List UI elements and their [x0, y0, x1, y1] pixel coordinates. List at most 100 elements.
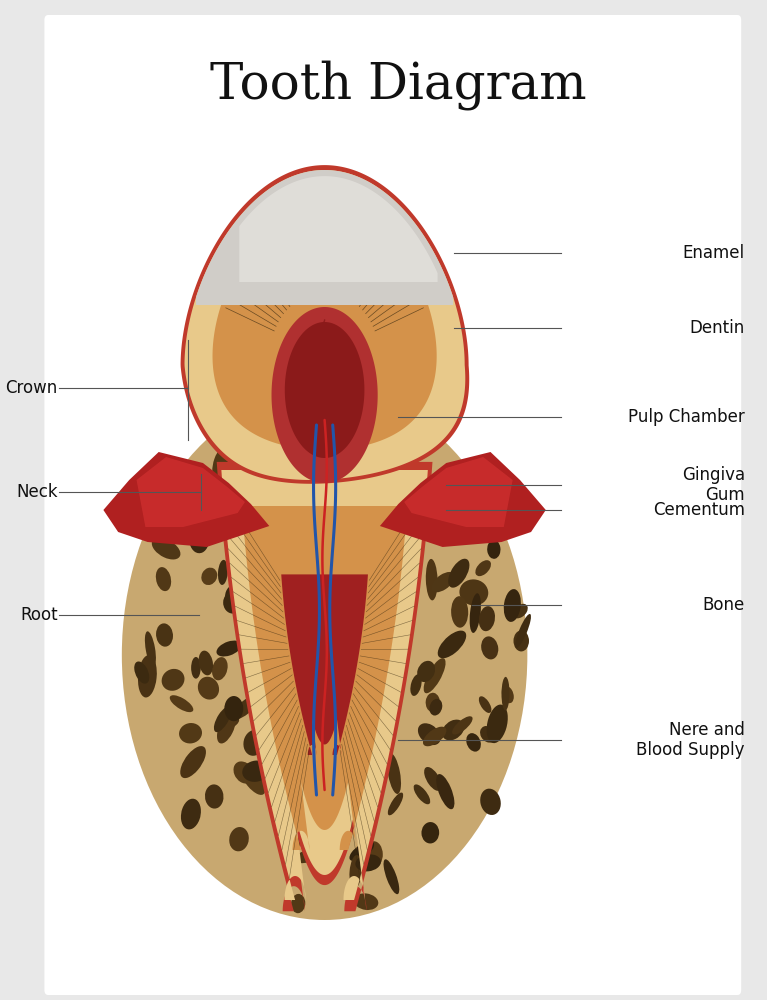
Ellipse shape	[195, 511, 209, 531]
Ellipse shape	[122, 390, 528, 920]
Ellipse shape	[438, 631, 466, 658]
Ellipse shape	[269, 415, 294, 436]
Ellipse shape	[413, 784, 430, 804]
Polygon shape	[242, 506, 407, 850]
Ellipse shape	[384, 859, 400, 894]
Ellipse shape	[339, 820, 353, 848]
Polygon shape	[281, 574, 368, 755]
Ellipse shape	[215, 717, 239, 731]
Ellipse shape	[479, 696, 492, 713]
Ellipse shape	[238, 601, 260, 613]
Ellipse shape	[252, 490, 268, 510]
Ellipse shape	[459, 579, 489, 606]
Ellipse shape	[214, 707, 232, 732]
Polygon shape	[104, 452, 269, 547]
Ellipse shape	[353, 543, 377, 562]
Ellipse shape	[405, 510, 424, 540]
Ellipse shape	[481, 636, 499, 659]
Ellipse shape	[393, 554, 418, 571]
Ellipse shape	[191, 657, 201, 679]
Ellipse shape	[342, 490, 361, 516]
Ellipse shape	[235, 457, 258, 485]
Ellipse shape	[426, 693, 440, 712]
Ellipse shape	[403, 533, 419, 552]
Polygon shape	[272, 307, 377, 483]
Ellipse shape	[308, 394, 329, 417]
Ellipse shape	[370, 421, 388, 443]
Ellipse shape	[476, 560, 491, 576]
Ellipse shape	[387, 574, 409, 591]
Ellipse shape	[502, 686, 514, 703]
Ellipse shape	[209, 492, 240, 518]
Ellipse shape	[295, 848, 325, 863]
Text: Root: Root	[20, 606, 58, 624]
Ellipse shape	[179, 723, 202, 743]
Ellipse shape	[431, 572, 455, 592]
Ellipse shape	[281, 748, 301, 771]
Ellipse shape	[504, 589, 521, 622]
Ellipse shape	[277, 478, 290, 502]
Ellipse shape	[513, 604, 528, 618]
Ellipse shape	[329, 750, 353, 776]
Ellipse shape	[288, 389, 301, 427]
Ellipse shape	[218, 560, 228, 585]
Ellipse shape	[291, 894, 305, 913]
Polygon shape	[222, 470, 428, 900]
Ellipse shape	[199, 651, 213, 675]
Text: Enamel: Enamel	[683, 244, 745, 262]
Ellipse shape	[242, 761, 269, 782]
Polygon shape	[180, 165, 469, 484]
Ellipse shape	[247, 471, 262, 490]
Ellipse shape	[256, 433, 281, 459]
Ellipse shape	[229, 827, 249, 851]
Ellipse shape	[384, 502, 403, 524]
Ellipse shape	[354, 893, 378, 910]
Ellipse shape	[343, 426, 360, 451]
Ellipse shape	[410, 674, 422, 696]
Ellipse shape	[318, 418, 333, 439]
Ellipse shape	[180, 746, 206, 778]
Ellipse shape	[181, 799, 201, 829]
Ellipse shape	[466, 733, 481, 752]
Ellipse shape	[418, 723, 441, 745]
Ellipse shape	[170, 695, 193, 712]
Ellipse shape	[515, 614, 531, 648]
Ellipse shape	[448, 559, 469, 588]
Ellipse shape	[350, 842, 374, 861]
Polygon shape	[212, 206, 436, 450]
Ellipse shape	[202, 568, 217, 585]
Ellipse shape	[365, 761, 380, 779]
Ellipse shape	[212, 657, 228, 680]
Ellipse shape	[266, 500, 281, 519]
Ellipse shape	[321, 776, 343, 797]
Ellipse shape	[426, 559, 438, 600]
Text: Nere and
Blood Supply: Nere and Blood Supply	[637, 721, 745, 759]
Ellipse shape	[457, 465, 474, 504]
Text: Pulp Chamber: Pulp Chamber	[628, 408, 745, 426]
Ellipse shape	[417, 661, 435, 682]
Ellipse shape	[166, 472, 194, 497]
Ellipse shape	[469, 593, 481, 633]
Ellipse shape	[430, 699, 443, 716]
Ellipse shape	[377, 479, 392, 520]
Ellipse shape	[349, 491, 367, 510]
Ellipse shape	[328, 751, 349, 787]
Ellipse shape	[370, 744, 387, 777]
Ellipse shape	[388, 793, 403, 815]
Text: Tooth Diagram: Tooth Diagram	[210, 60, 587, 110]
Ellipse shape	[480, 726, 496, 743]
Text: Crown: Crown	[5, 379, 58, 397]
Ellipse shape	[374, 760, 389, 775]
Ellipse shape	[365, 841, 383, 868]
Ellipse shape	[233, 761, 253, 784]
Ellipse shape	[299, 808, 318, 824]
Ellipse shape	[382, 484, 399, 506]
Ellipse shape	[432, 491, 445, 525]
Ellipse shape	[205, 784, 223, 809]
Ellipse shape	[513, 630, 529, 651]
Ellipse shape	[487, 540, 501, 559]
Ellipse shape	[156, 567, 171, 591]
Ellipse shape	[268, 536, 292, 547]
Ellipse shape	[355, 854, 381, 871]
Ellipse shape	[138, 655, 156, 697]
